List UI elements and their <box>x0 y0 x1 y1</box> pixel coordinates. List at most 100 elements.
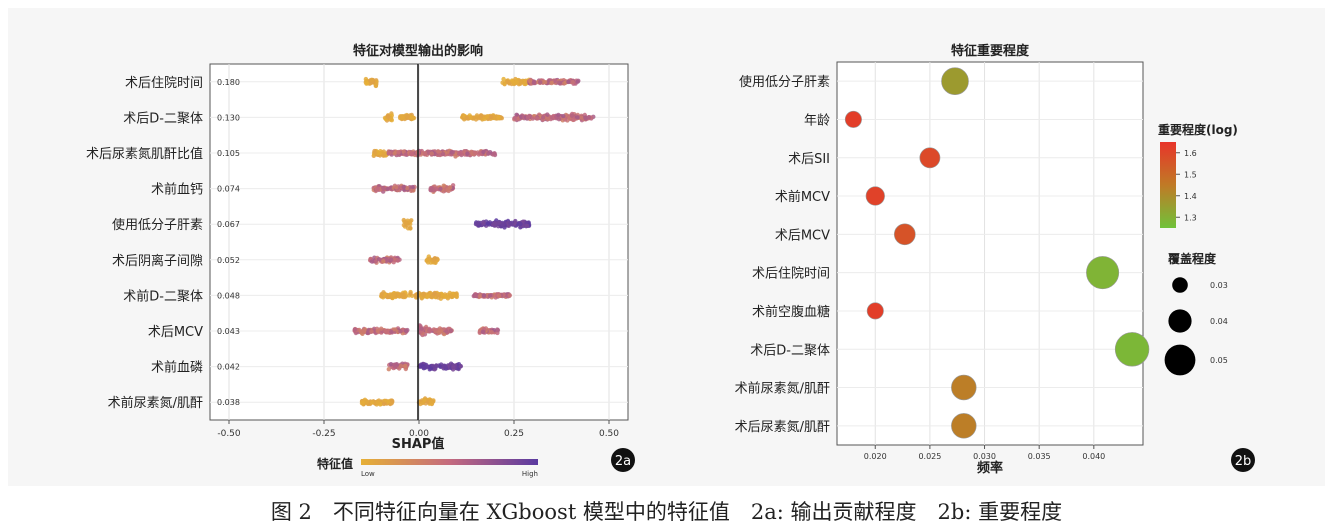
shap-point <box>428 186 433 191</box>
shap-point <box>385 186 390 192</box>
shap-point <box>373 83 379 89</box>
shap-point <box>492 151 497 156</box>
shap-point <box>438 186 443 191</box>
size-legend-label: 0.05 <box>1210 356 1228 365</box>
importance-bubble <box>893 223 916 246</box>
shap-point <box>488 114 494 120</box>
shap-point <box>408 225 413 231</box>
shap-point <box>450 150 455 155</box>
shap-importance-value: 0.074 <box>217 185 240 194</box>
shap-point <box>571 117 577 122</box>
shap-summary-panel: 特征对模型输出的影响 术后住院时间术后D-二聚体术后尿素氮肌酐比值术前血钙使用低… <box>86 43 635 478</box>
shap-point <box>383 328 388 334</box>
shap-point <box>570 79 575 85</box>
shap-point <box>486 151 491 156</box>
shap-point <box>409 218 414 223</box>
shap-point <box>388 362 394 367</box>
shap-point <box>419 326 424 331</box>
shap-point <box>370 400 375 405</box>
color-legend-tick-label: 1.3 <box>1184 213 1197 222</box>
shap-point <box>505 79 510 85</box>
shap-point <box>512 116 518 121</box>
shap-point <box>396 149 401 155</box>
shap-point <box>501 76 506 82</box>
shap-point <box>465 116 470 121</box>
color-legend-bar <box>1160 142 1176 228</box>
shap-importance-value: 0.130 <box>217 113 240 122</box>
shap-point <box>473 293 478 299</box>
size-legend-title: 覆盖程度 <box>1167 251 1217 266</box>
shap-point <box>441 183 446 188</box>
shap-point <box>465 151 470 156</box>
shap-point <box>375 328 380 334</box>
shap-point <box>561 113 566 119</box>
importance-bubbles <box>844 67 1150 439</box>
shap-point <box>425 293 430 299</box>
shap-point <box>442 294 447 299</box>
size-legend-circle <box>1168 309 1192 333</box>
shap-point <box>369 329 374 334</box>
shap-point <box>542 80 548 85</box>
shap-point <box>428 327 433 333</box>
shap-feature-label: 使用低分子肝素 <box>112 217 203 233</box>
shap-point <box>431 257 436 262</box>
shap-point <box>434 363 439 368</box>
shap-point <box>496 293 502 298</box>
importance-gridlines <box>837 62 1143 445</box>
importance-feature-label: 术后住院时间 <box>752 267 830 282</box>
shap-point <box>511 80 516 86</box>
shap-point <box>451 365 456 370</box>
shap-point <box>385 114 391 120</box>
importance-bubble <box>1086 256 1120 290</box>
shap-point <box>401 184 406 190</box>
importance-bubble <box>951 374 977 401</box>
shap-importance-value: 0.180 <box>217 78 240 87</box>
importance-bubble <box>865 186 885 206</box>
shap-point <box>352 327 357 332</box>
shap-point <box>410 115 415 120</box>
shap-chart-title: 特征对模型输出的影响 <box>353 43 483 59</box>
shap-point <box>472 150 478 155</box>
shap-tick-label: 0.25 <box>504 429 524 439</box>
shap-tick-label: 0.00 <box>409 429 429 439</box>
importance-tick-label: 0.020 <box>864 452 887 461</box>
shap-point <box>492 221 498 226</box>
size-legend-circle <box>1164 344 1196 376</box>
shap-point <box>389 329 394 335</box>
shap-point <box>524 223 530 228</box>
shap-point <box>424 258 430 263</box>
shap-point <box>530 116 535 121</box>
shap-point <box>361 329 367 334</box>
shap-point <box>481 149 486 155</box>
shap-importance-value: 0.042 <box>217 363 240 372</box>
shap-points <box>352 76 596 407</box>
color-legend-ticks: 1.6 1.5 1.4 1.3 <box>1176 149 1197 222</box>
shap-point <box>381 259 386 264</box>
shap-point <box>508 221 513 226</box>
shap-point <box>363 76 369 82</box>
shap-point <box>449 328 454 333</box>
shap-point <box>514 112 519 118</box>
shap-point <box>525 115 531 120</box>
shap-point <box>507 293 512 298</box>
shap-point <box>373 259 378 264</box>
shap-point <box>497 220 502 225</box>
shap-point <box>457 151 462 157</box>
shap-point <box>458 364 463 369</box>
shap-point <box>557 80 562 85</box>
shap-point <box>403 220 408 225</box>
shap-point <box>478 113 483 119</box>
size-legend: 0.03 0.04 0.05 <box>1164 277 1228 376</box>
shap-feature-label: 术后D-二聚体 <box>123 111 203 126</box>
importance-tick-label: 0.040 <box>1082 452 1105 461</box>
shap-point <box>428 290 433 296</box>
shap-point <box>481 293 487 298</box>
shap-point <box>534 116 540 121</box>
shap-point <box>398 363 404 369</box>
shap-x-axis-label: SHAP值 <box>392 436 445 452</box>
figure-frame: 特征对模型输出的影响 术后住院时间 术后D-二聚体 术后尿素氮肌酐比值 术前血钙 使用低… <box>8 8 1325 486</box>
shap-point <box>379 326 384 331</box>
shap-point <box>420 400 425 406</box>
shap-point <box>575 115 580 120</box>
